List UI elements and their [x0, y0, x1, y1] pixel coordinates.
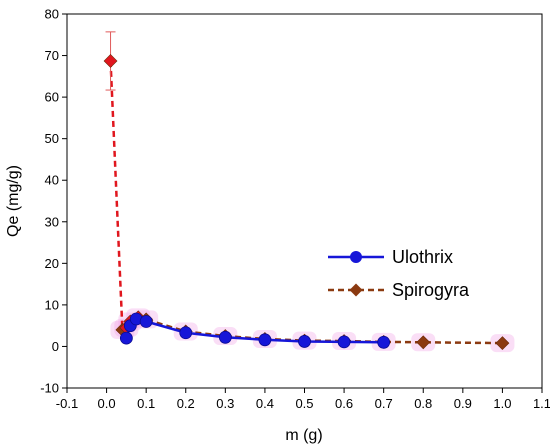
- x-tick-label: 1.1: [533, 396, 550, 411]
- ulothrix-point: [119, 331, 133, 345]
- legend-spirogyra-marker: [349, 283, 363, 297]
- y-axis-ticks: -10 0 10 20 30 40 50 60 70 80: [40, 7, 67, 396]
- spirogyra-point: [103, 54, 118, 68]
- y-tick-label: 80: [45, 7, 59, 22]
- legend-spirogyra-label: Spirogyra: [392, 280, 470, 300]
- y-tick-label: 40: [45, 173, 59, 188]
- x-tick-label: 0.5: [295, 396, 313, 411]
- x-tick-label: 0.7: [375, 396, 393, 411]
- spirogyra-point: [416, 335, 431, 350]
- series-spirogyra-line-start: [109, 60, 124, 330]
- y-tick-label: 30: [45, 214, 59, 229]
- ulothrix-point: [377, 335, 391, 349]
- x-tick-label: 0.3: [216, 396, 234, 411]
- x-tick-label: 0.6: [335, 396, 353, 411]
- x-tick-label: 0.4: [256, 396, 274, 411]
- ulothrix-point: [179, 326, 193, 340]
- series-ulothrix: [119, 312, 391, 349]
- ulothrix-point: [139, 315, 153, 328]
- y-tick-label: 50: [45, 131, 59, 146]
- x-tick-label: 1.0: [493, 396, 511, 411]
- ulothrix-point: [218, 330, 232, 344]
- legend-ulothrix-label: Ulothrix: [392, 247, 453, 267]
- series-layer: [103, 31, 510, 351]
- y-tick-label: -10: [40, 381, 59, 396]
- x-tick-label: 0.0: [98, 396, 116, 411]
- x-tick-label: 0.9: [454, 396, 472, 411]
- x-tick-label: 0.2: [177, 396, 195, 411]
- y-tick-label: 0: [52, 339, 59, 354]
- legend-ulothrix-marker: [350, 251, 362, 263]
- x-tick-label: 0.8: [414, 396, 432, 411]
- spirogyra-point: [495, 336, 510, 351]
- x-tick-label: -0.1: [56, 396, 78, 411]
- y-tick-label: 60: [45, 90, 59, 105]
- ulothrix-point: [337, 335, 351, 349]
- x-axis-ticks: -0.1 0.0 0.1 0.2 0.3 0.4 0.5 0.6 0.7 0.8 0.9 1.0 1.1: [56, 388, 550, 411]
- ulothrix-point: [298, 335, 311, 348]
- legend: Ulothrix Spirogyra: [328, 247, 470, 300]
- x-axis-title: m (g): [285, 427, 322, 444]
- y-axis-title: Qe (mg/g): [5, 165, 22, 237]
- y-tick-label: 70: [45, 48, 59, 63]
- x-tick-label: 0.1: [137, 396, 155, 411]
- ulothrix-point: [258, 333, 272, 347]
- y-tick-label: 10: [45, 297, 59, 312]
- y-tick-label: 20: [45, 256, 59, 271]
